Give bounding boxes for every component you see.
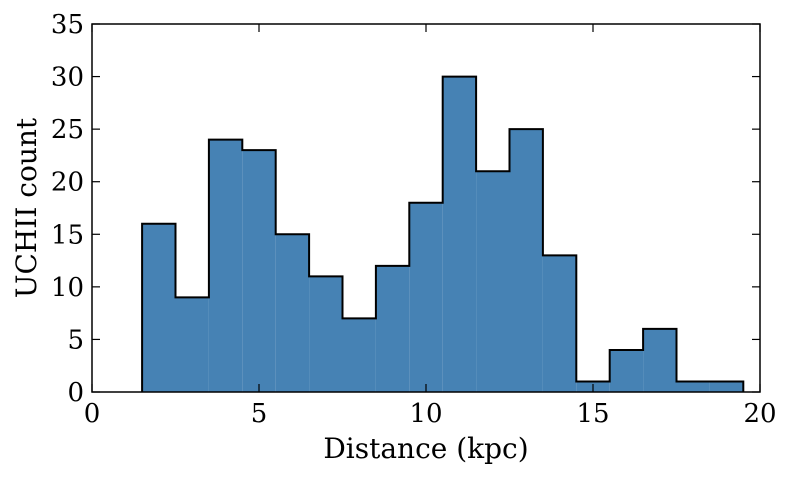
x-axis-ticks: 0 5 10 15 20 <box>84 24 777 429</box>
plot-area <box>142 76 744 393</box>
y-tick-label: 20 <box>51 168 84 198</box>
x-axis-label: Distance (kpc) <box>323 432 528 465</box>
x-tick-label: 0 <box>84 399 101 429</box>
histogram-outline <box>141 75 745 392</box>
histogram-bar-4 <box>275 234 310 392</box>
y-tick-label: 15 <box>51 220 84 250</box>
histogram-bar-6 <box>342 318 376 392</box>
histogram-bar-17 <box>709 381 744 392</box>
y-axis-ticks: 0 5 10 15 20 25 30 35 <box>51 10 760 408</box>
x-tick-label: 5 <box>251 399 268 429</box>
x-tick-label: 20 <box>743 399 776 429</box>
y-tick-label: 30 <box>51 63 84 93</box>
y-tick-label: 10 <box>51 273 84 303</box>
histogram-bar-11 <box>509 129 543 392</box>
y-tick-label: 0 <box>67 378 84 408</box>
histogram-bar-10 <box>476 171 510 392</box>
y-tick-label: 35 <box>51 10 84 40</box>
histogram-step-line <box>141 75 745 392</box>
y-axis-label: UCHII count <box>10 117 43 298</box>
histogram-bar-2 <box>208 139 243 392</box>
histogram-bar-9 <box>442 76 477 393</box>
histogram-bar-12 <box>542 255 577 392</box>
y-tick-label: 25 <box>51 115 84 145</box>
histogram-bar-3 <box>242 150 276 392</box>
histogram-bar-15 <box>643 328 677 392</box>
histogram-bar-16 <box>676 381 710 392</box>
histogram-bar-0 <box>142 223 176 392</box>
histogram-bar-7 <box>375 265 410 392</box>
x-tick-label: 10 <box>409 399 442 429</box>
histogram-bar-8 <box>409 202 443 392</box>
y-tick-label: 5 <box>67 325 84 355</box>
histogram-bar-5 <box>309 276 343 392</box>
histogram-bar-1 <box>175 297 209 392</box>
x-tick-label: 15 <box>576 399 609 429</box>
histogram-bar-14 <box>609 349 644 392</box>
